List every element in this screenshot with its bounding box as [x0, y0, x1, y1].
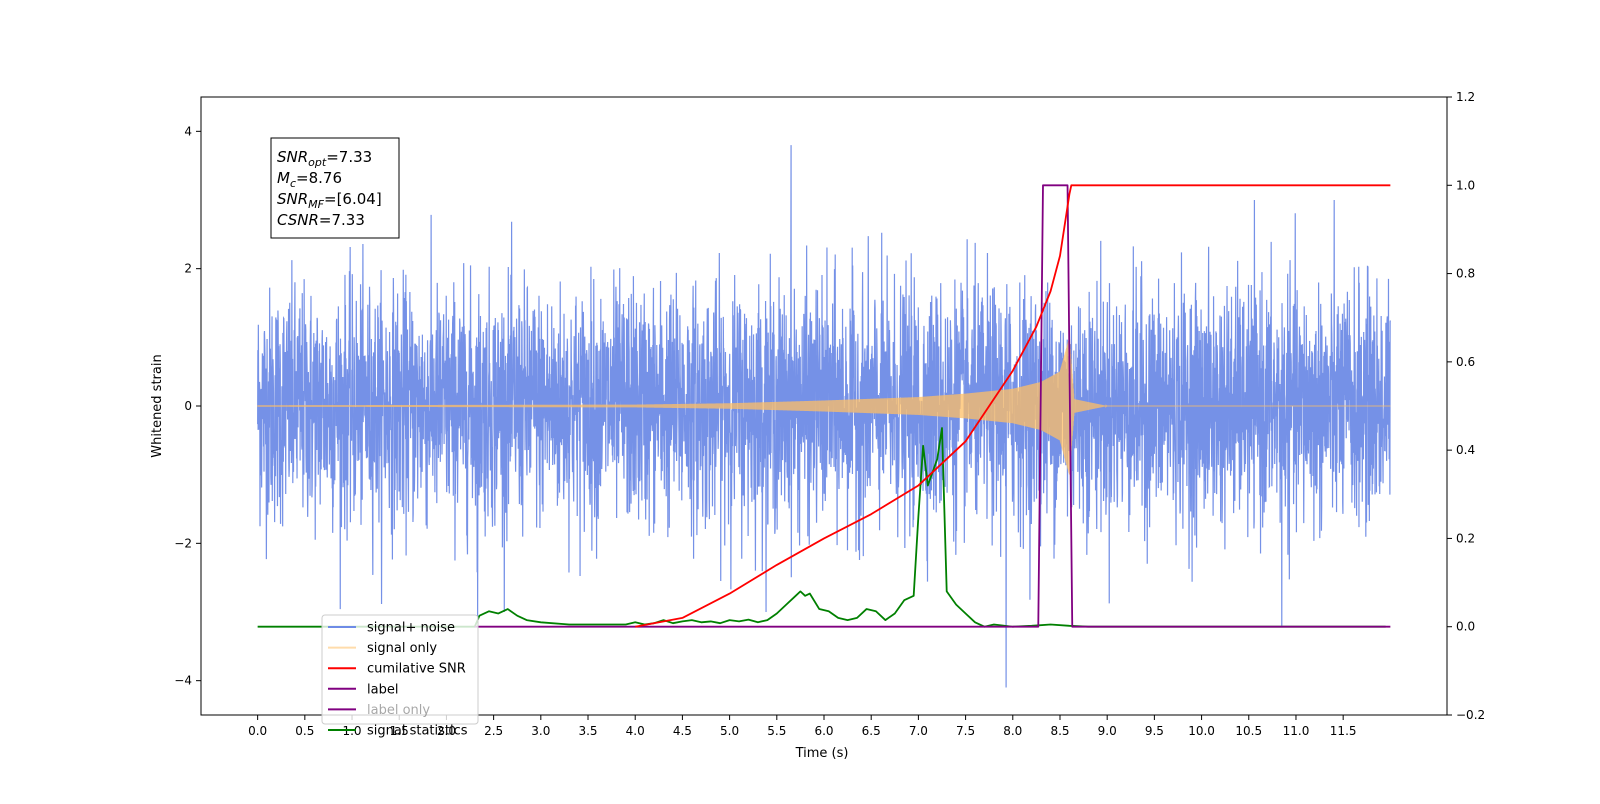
- x-tick-label: 3.0: [531, 724, 550, 738]
- x-tick-label: 5.0: [720, 724, 739, 738]
- annotation-subscript: c: [290, 177, 296, 190]
- x-tick-label: 2.5: [484, 724, 503, 738]
- x-axis: 0.00.51.01.52.02.53.03.54.04.55.05.56.06…: [248, 715, 1357, 738]
- legend-label: label only: [367, 703, 430, 718]
- x-tick-label: 6.0: [814, 724, 833, 738]
- annotation-symbol: SNR: [277, 148, 308, 166]
- legend-label: signal statistics: [367, 724, 468, 739]
- y2-tick-label: 0.6: [1456, 355, 1475, 369]
- x-axis-label: Time (s): [795, 746, 849, 761]
- annotation-subscript: opt: [308, 156, 327, 169]
- x-tick-label: 8.0: [1003, 724, 1022, 738]
- annotation-line: Mc=8.76: [277, 169, 342, 190]
- x-tick-label: 5.5: [767, 724, 786, 738]
- x-tick-label: 9.5: [1145, 724, 1164, 738]
- y2-tick-label: 0.4: [1456, 443, 1475, 457]
- annotation-value: =8.76: [296, 169, 342, 187]
- x-tick-label: 1.5: [390, 724, 409, 738]
- y-tick-label: 2: [184, 262, 192, 276]
- series-label-line: [474, 184, 1391, 628]
- series-signal-statistics-line: [257, 427, 1386, 628]
- legend-frame: [321, 614, 479, 725]
- x-tick-label: 7.5: [956, 724, 975, 738]
- y2-tick-label: 1.2: [1456, 90, 1475, 104]
- x-tick-label: 6.5: [862, 724, 881, 738]
- right-axis-series: [257, 184, 1391, 628]
- series-signal-only-line: [257, 338, 1391, 475]
- x-tick-label: 0.5: [295, 724, 314, 738]
- y-tick-label: 4: [184, 124, 192, 138]
- annotation-line: CSNR=7.33: [277, 211, 365, 229]
- x-tick-label: 8.5: [1050, 724, 1069, 738]
- series-cumilative-snr-line: [635, 184, 1391, 628]
- y2-tick-label: 1.0: [1456, 178, 1475, 192]
- x-tick-label: 2.0: [437, 724, 456, 738]
- y2-tick-label: 0.8: [1456, 267, 1475, 281]
- annotation-symbol: M: [277, 169, 290, 187]
- x-tick-label: 9.0: [1098, 724, 1117, 738]
- legend-label: label: [367, 682, 398, 697]
- annotation-subscript: MF: [308, 198, 324, 211]
- y2-tick-label: 0.0: [1456, 620, 1475, 634]
- x-tick-label: 11.0: [1283, 724, 1310, 738]
- legend-label: signal+ noise: [367, 621, 455, 636]
- annotation-line: SNRopt=7.33: [277, 148, 372, 169]
- annotation-frame: [270, 137, 400, 239]
- signal-noise-series: [257, 145, 1391, 688]
- y-tick-label: 0: [184, 399, 192, 413]
- annotation-symbol: SNR: [277, 190, 308, 208]
- y2-tick-label: −0.2: [1456, 708, 1485, 722]
- annotation-value: =[6.04]: [324, 190, 382, 208]
- x-tick-label: 10.5: [1235, 724, 1262, 738]
- y-tick-label: −2: [174, 536, 192, 550]
- x-tick-label: 4.0: [626, 724, 645, 738]
- y-axis-right: 1.2 1.0 0.8 0.6 0.4 0.2 0.0 −0.2: [1447, 90, 1485, 722]
- series-signal-noise-line: [257, 145, 1391, 688]
- legend-label: cumilative SNR: [367, 662, 466, 677]
- annotation-symbol: CSNR: [277, 211, 319, 229]
- x-tick-label: 0.0: [248, 724, 267, 738]
- y-axis-left: 4 2 0 −2 −4: [174, 124, 201, 688]
- y-axis-label: Whitened strain: [150, 354, 165, 457]
- annotation-value: =7.33: [326, 148, 372, 166]
- legend: signal+ noise signal only cumilative SNR la…: [321, 614, 479, 739]
- x-tick-label: 7.0: [909, 724, 928, 738]
- y2-tick-label: 0.2: [1456, 531, 1475, 545]
- x-tick-label: 4.5: [673, 724, 692, 738]
- x-tick-label: 3.5: [578, 724, 597, 738]
- x-tick-label: 10.0: [1188, 724, 1215, 738]
- annotation-line: SNRMF=[6.04]: [277, 190, 382, 211]
- signal-only-series: [257, 338, 1391, 475]
- x-tick-label: 11.5: [1330, 724, 1357, 738]
- legend-label: signal only: [367, 641, 437, 656]
- annotation-value: =7.33: [319, 211, 365, 229]
- y-tick-label: −4: [174, 674, 192, 688]
